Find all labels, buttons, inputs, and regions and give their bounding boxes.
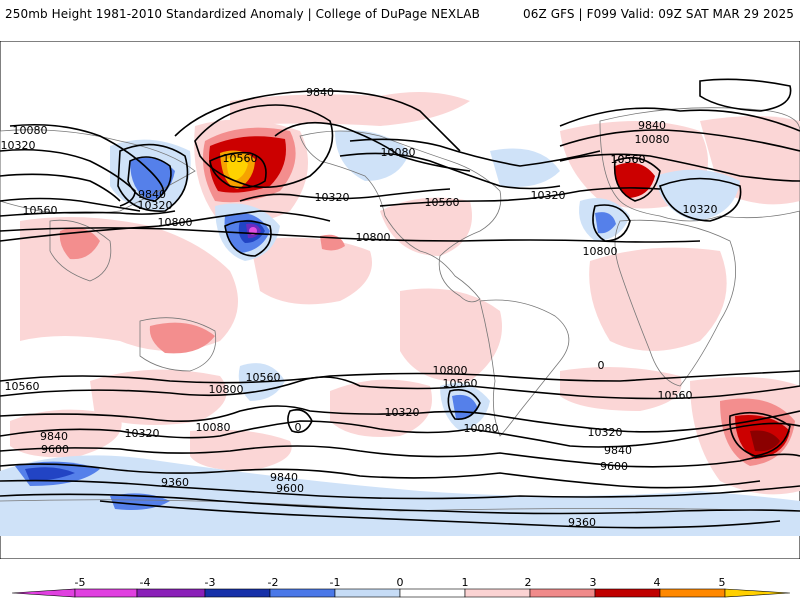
contour-label: 10800 [433, 364, 468, 377]
contour-label: 0 [295, 421, 302, 434]
contour-label: 10800 [158, 216, 193, 229]
contour-label: 10320 [125, 427, 160, 440]
positive-anomaly-area [560, 367, 682, 411]
colorbar-tick-label: 2 [525, 576, 532, 589]
colorbar-tick-label: -1 [330, 576, 341, 589]
contour-label: 10320 [1, 139, 36, 152]
contour-label: 10560 [23, 204, 58, 217]
positive-anomaly-core [226, 157, 248, 181]
contour-label: 9840 [638, 119, 666, 132]
contour-label: 9600 [276, 482, 304, 495]
colorbar-tick-label: -3 [205, 576, 216, 589]
positive-anomaly-area [250, 237, 372, 305]
colorbar-segment [659, 588, 726, 598]
map-title: 250mb Height 1981-2010 Standardized Anom… [5, 7, 480, 21]
positive-anomaly-core [750, 430, 780, 452]
negative-anomaly-area [335, 130, 410, 181]
negative-anomaly-core [595, 212, 616, 234]
contour-label: 10560 [223, 152, 258, 165]
colorbar-segment [334, 588, 401, 598]
colorbar-tick-label: 1 [462, 576, 469, 589]
positive-anomaly-area [190, 429, 292, 471]
contour-label: 10320 [315, 191, 350, 204]
contour-label: 10080 [381, 146, 416, 159]
contour-label: 10320 [588, 426, 623, 439]
contour-label: 10080 [196, 421, 231, 434]
contour-label: 9600 [41, 443, 69, 456]
colorbar-right-arrow [724, 588, 791, 598]
colorbar-left-arrow [11, 588, 76, 598]
coastline-asia-west [0, 129, 196, 214]
header: 250mb Height 1981-2010 Standardized Anom… [0, 0, 800, 40]
positive-anomaly-area [230, 92, 470, 126]
contour-label: 9840 [604, 444, 632, 457]
contour-label: 10320 [385, 406, 420, 419]
coastline-southeast-asia [49, 219, 112, 282]
colorbar-tick-label: 0 [397, 576, 404, 589]
contour-label: 10320 [138, 199, 173, 212]
coastline-antarctica [0, 499, 800, 512]
coastline-south-america [479, 299, 570, 437]
coastline-australia [139, 317, 217, 372]
contour-label: 9360 [161, 476, 189, 489]
negative-anomaly-area [490, 148, 560, 187]
contour-label: 10320 [531, 189, 566, 202]
coastline-africa [614, 219, 736, 387]
contour-label: 10560 [611, 153, 646, 166]
positive-anomaly-core [149, 322, 215, 354]
colorbar-segment [269, 588, 336, 598]
contour-label: 10800 [356, 231, 391, 244]
contour-label: 10560 [5, 380, 40, 393]
contour-label: 0 [598, 359, 605, 372]
negative-anomaly-core [25, 467, 75, 481]
contour-label: 10080 [13, 124, 48, 137]
contour-label: 10560 [611, 153, 646, 166]
colorbar-segment [74, 588, 138, 598]
contour-label: 9360 [568, 516, 596, 529]
positive-anomaly-area [10, 409, 122, 458]
contour-label: 9840 [138, 188, 166, 201]
positive-anomaly-area [90, 369, 227, 425]
contour-label: 10800 [209, 383, 244, 396]
contour-label: 10080 [635, 133, 670, 146]
colorbar-segment [399, 588, 466, 598]
contour-label: 9840 [306, 86, 334, 99]
contour-label: 10320 [683, 203, 718, 216]
positive-anomaly-area [330, 379, 432, 437]
colorbar-segment [464, 588, 531, 598]
contour-label: 10560 [658, 389, 693, 402]
colorbar-tick-label: 5 [719, 576, 726, 589]
contour-label: 10800 [583, 245, 618, 258]
positive-anomaly-area [400, 288, 502, 382]
height-contours [0, 78, 800, 529]
contour-label: 9600 [600, 460, 628, 473]
colorbar: -5 -4 -3 -2 -1 0 1 2 3 4 5 [11, 576, 791, 598]
contour-label: 9840 [270, 471, 298, 484]
colorbar-segment [136, 588, 206, 598]
model-run-info: 06Z GFS | F099 Valid: 09Z SAT MAR 29 202… [523, 7, 794, 21]
coastline-north-america [299, 130, 502, 303]
colorbar-tick-label: -4 [140, 576, 151, 589]
colorbar-segment [594, 588, 661, 598]
anomaly-map: 9840100801032010560984010320105601080010… [0, 41, 800, 559]
colorbar-tick-label: 4 [654, 576, 661, 589]
contour-label: 10560 [443, 377, 478, 390]
contour-label: 9840 [40, 430, 68, 443]
positive-anomaly-core [615, 162, 655, 198]
contour-label: 10560 [246, 371, 281, 384]
colorbar-segment [204, 588, 271, 598]
contour-labels: 9840100801032010560984010320105601080010… [1, 86, 718, 529]
colorbar-tick-label: -5 [75, 576, 86, 589]
colorbar-tick-label: -2 [268, 576, 279, 589]
contour-label: 10080 [464, 422, 499, 435]
colorbar-segment [529, 588, 596, 598]
positive-anomaly-core [59, 227, 100, 260]
contour-label: 10560 [425, 196, 460, 209]
negative-anomaly-area [655, 169, 740, 221]
colorbar-tick-label: 3 [590, 576, 597, 589]
negative-anomaly-area [0, 455, 800, 536]
positive-anomaly-area [589, 247, 727, 351]
